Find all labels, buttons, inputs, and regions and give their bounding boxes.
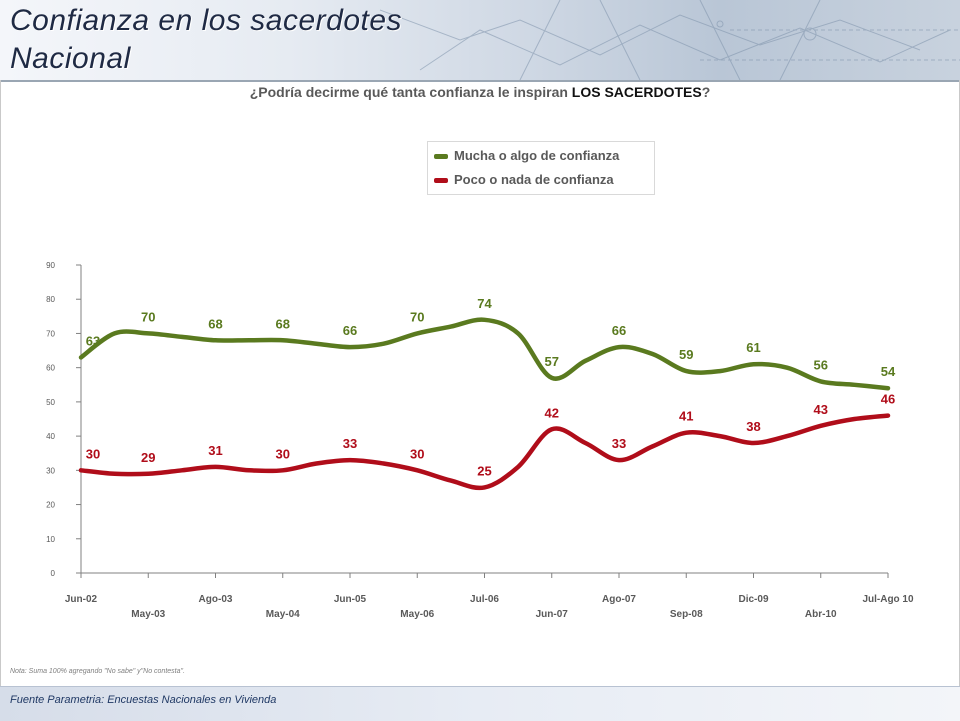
page-subtitle: Nacional: [10, 42, 131, 75]
data-label-poco: 31: [208, 443, 222, 458]
y-tick-label: 0: [51, 569, 56, 578]
y-tick-label: 70: [46, 329, 55, 338]
y-tick-label: 90: [46, 261, 55, 270]
x-tick-label: Ago-07: [602, 594, 636, 605]
y-tick-label: 60: [46, 364, 55, 373]
y-tick-label: 20: [46, 501, 55, 510]
data-label-poco: 41: [679, 409, 693, 424]
x-tick-label: Jul-06: [470, 594, 499, 605]
data-label-mucha: 56: [814, 357, 828, 372]
data-label-poco: 30: [86, 446, 100, 461]
data-label-poco: 30: [276, 446, 290, 461]
legend-item-poco: Poco o nada de confianza: [434, 172, 614, 192]
legend-swatch-green: [434, 154, 448, 160]
x-tick-label: Jun-02: [65, 594, 98, 605]
data-label-mucha: 61: [746, 340, 760, 355]
x-tick-label: Abr-10: [805, 609, 837, 620]
data-label-poco: 25: [477, 463, 491, 478]
data-label-mucha: 54: [881, 364, 896, 379]
data-label-poco: 29: [141, 450, 155, 465]
data-label-mucha: 70: [410, 309, 424, 324]
line-chart: 0 10 20 30 40 50 60 70 80 90 Jun-02 May-03 Ago-03 May…: [46, 261, 914, 620]
data-label-poco: 33: [343, 436, 357, 451]
x-tick-label: May-06: [400, 609, 434, 620]
data-label-mucha: 59: [679, 347, 693, 362]
title-banner: Confianza en los sacerdotes Nacional: [0, 0, 960, 82]
legend-swatch-red: [434, 178, 448, 184]
footer-bar: Fuente Parametria: Encuestas Nacionales …: [0, 686, 960, 721]
data-label-mucha: 74: [477, 296, 492, 311]
data-label-mucha: 66: [612, 323, 626, 338]
data-label-mucha: 70: [141, 309, 155, 324]
series-line-poco: [78, 413, 891, 491]
data-label-mucha: 57: [545, 354, 559, 369]
data-label-mucha: 68: [276, 316, 290, 331]
legend-label-mucha: Mucha o algo de confianza: [454, 148, 620, 163]
x-tick-label: Jul-Ago 10: [862, 594, 914, 605]
series-line-mucha: [78, 317, 891, 391]
data-label-mucha: 68: [208, 316, 222, 331]
data-label-mucha: 66: [343, 323, 357, 338]
data-label-poco: 38: [746, 419, 760, 434]
y-tick-label: 50: [46, 398, 55, 407]
legend-item-mucha: Mucha o algo de confianza: [434, 148, 619, 168]
question-suffix: ?: [701, 84, 711, 100]
chart-question: ¿Podría decirme qué tanta confianza le i…: [0, 84, 960, 100]
data-label-poco: 30: [410, 446, 424, 461]
x-tick-label: Jun-05: [334, 594, 367, 605]
data-label-poco: 33: [612, 436, 626, 451]
x-tick-label: Sep-08: [670, 609, 703, 620]
x-tick-label: May-03: [131, 609, 165, 620]
footnote: Nota: Suma 100% agregando "No sabe" y"No…: [10, 668, 185, 675]
x-tick-label: May-04: [266, 609, 300, 620]
y-tick-label: 80: [46, 295, 55, 304]
legend-label-poco: Poco o nada de confianza: [454, 172, 614, 187]
question-prefix: ¿Podría decirme qué tanta confianza le i…: [249, 84, 572, 100]
data-label-poco: 43: [814, 402, 828, 417]
chart-legend: Mucha o algo de confianza Poco o nada de…: [427, 141, 655, 195]
y-tick-label: 40: [46, 432, 55, 441]
data-label-poco: 42: [545, 405, 559, 420]
x-tick-label: Ago-03: [199, 594, 233, 605]
decorative-network-graphic: [379, 0, 960, 80]
x-tick-label: Jun-07: [536, 609, 569, 620]
y-tick-label: 30: [46, 466, 55, 475]
data-label-poco: 46: [881, 392, 895, 407]
page-title: Confianza en los sacerdotes: [10, 4, 403, 37]
y-tick-label: 10: [46, 535, 55, 544]
data-label-mucha: 63: [86, 333, 100, 348]
question-emphasis: LOS SACERDOTES: [571, 84, 702, 100]
x-tick-label: Dic-09: [738, 594, 768, 605]
source-text: Fuente Parametria: Encuestas Nacionales …: [10, 694, 277, 706]
